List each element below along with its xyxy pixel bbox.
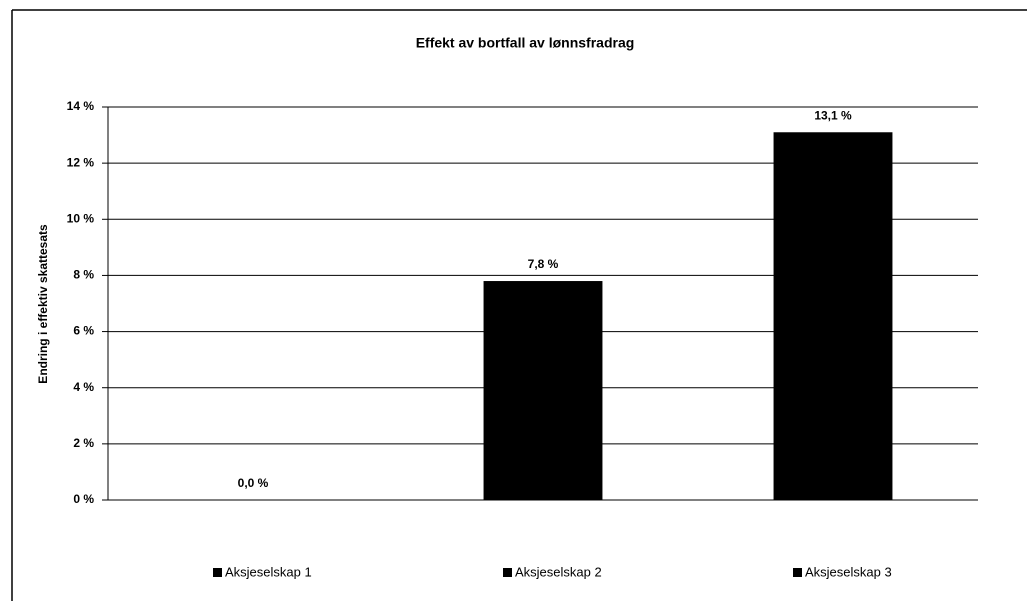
y-tick-label: 6 % bbox=[73, 324, 94, 338]
legend-swatch bbox=[503, 568, 512, 577]
value-label: 13,1 % bbox=[814, 108, 852, 122]
chart-title: Effekt av bortfall av lønnsfradrag bbox=[416, 35, 635, 51]
legend-label: Aksjeselskap 2 bbox=[515, 564, 602, 579]
bar bbox=[483, 281, 603, 500]
y-tick-label: 12 % bbox=[67, 155, 95, 169]
y-tick-label: 2 % bbox=[73, 436, 94, 450]
value-label: 7,8 % bbox=[528, 257, 559, 271]
y-tick-label: 4 % bbox=[73, 380, 94, 394]
bar bbox=[773, 132, 893, 500]
y-tick-label: 0 % bbox=[73, 492, 94, 506]
value-label: 0,0 % bbox=[238, 476, 269, 490]
y-tick-label: 8 % bbox=[73, 268, 94, 282]
y-tick-label: 10 % bbox=[67, 211, 95, 225]
legend-label: Aksjeselskap 1 bbox=[225, 564, 312, 579]
legend-swatch bbox=[793, 568, 802, 577]
legend-swatch bbox=[213, 568, 222, 577]
y-axis-label: Endring i effektiv skattesats bbox=[36, 224, 50, 384]
y-tick-label: 14 % bbox=[67, 99, 95, 113]
legend-label: Aksjeselskap 3 bbox=[805, 564, 892, 579]
